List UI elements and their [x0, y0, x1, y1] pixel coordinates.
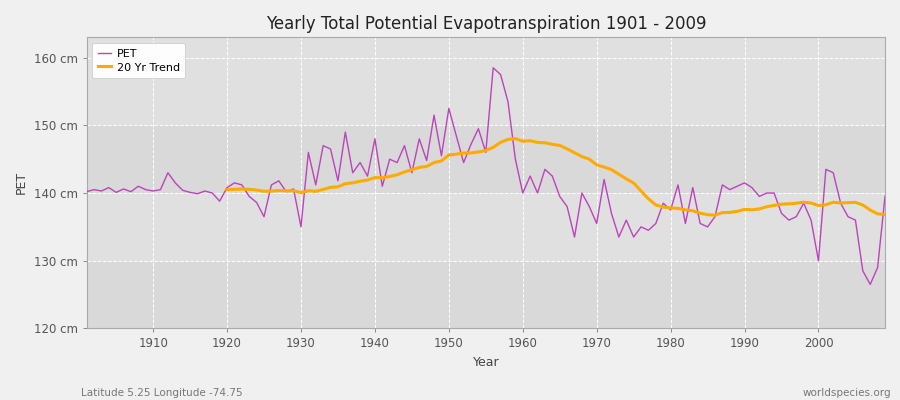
Text: Latitude 5.25 Longitude -74.75: Latitude 5.25 Longitude -74.75: [81, 388, 243, 398]
PET: [140, 187, 151, 192]
20 Yr Trend: [865, 208, 876, 212]
20 Yr Trend: [784, 202, 795, 206]
20 Yr Trend: [709, 213, 720, 218]
20 Yr Trend: [510, 136, 521, 141]
20 Yr Trend: [688, 208, 698, 213]
Line: PET: PET: [86, 68, 885, 284]
PET: [525, 174, 535, 178]
PET: [614, 235, 625, 240]
Text: worldspecies.org: worldspecies.org: [803, 388, 891, 398]
Legend: PET, 20 Yr Trend: PET, 20 Yr Trend: [92, 43, 185, 78]
20 Yr Trend: [879, 212, 890, 217]
PET: [879, 194, 890, 199]
X-axis label: Year: Year: [472, 356, 500, 369]
20 Yr Trend: [310, 189, 321, 194]
PET: [81, 189, 92, 194]
20 Yr Trend: [221, 187, 232, 192]
PET: [347, 170, 358, 175]
Line: 20 Yr Trend: 20 Yr Trend: [227, 138, 885, 215]
Title: Yearly Total Potential Evapotranspiration 1901 - 2009: Yearly Total Potential Evapotranspiratio…: [266, 15, 706, 33]
PET: [488, 65, 499, 70]
20 Yr Trend: [798, 200, 809, 204]
Bar: [86, 261, 885, 328]
Y-axis label: PET: PET: [15, 171, 28, 194]
20 Yr Trend: [421, 164, 432, 169]
PET: [518, 191, 528, 196]
PET: [303, 150, 314, 155]
Bar: [86, 125, 885, 193]
PET: [865, 282, 876, 287]
